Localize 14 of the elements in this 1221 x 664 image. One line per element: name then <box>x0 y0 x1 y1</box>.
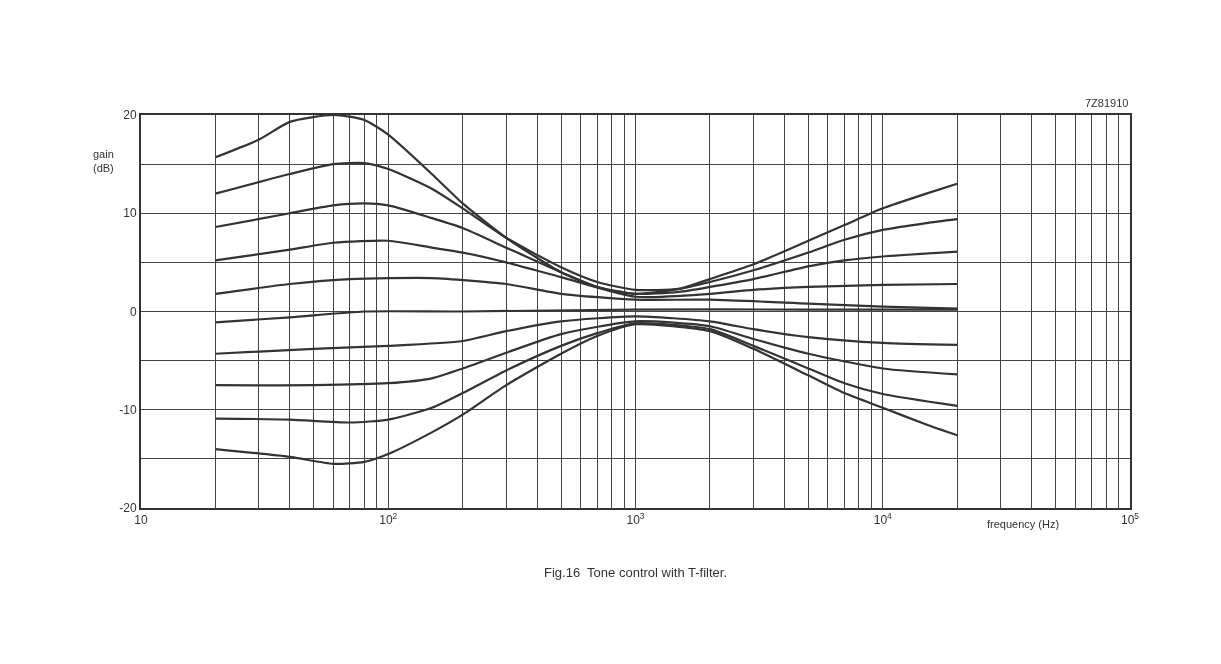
y-tick-label: -20 <box>119 501 137 516</box>
y-tick-label: 10 <box>123 206 137 221</box>
text: 7Z81910 <box>1085 97 1129 109</box>
x-tick-label: 10$^{3}$ <box>626 511 645 528</box>
y-tick-label: 0 <box>129 304 137 319</box>
y-tick-label: -10 <box>119 402 137 417</box>
x-tick-label: 10 <box>134 513 148 528</box>
y-tick-label: 20 <box>123 108 137 123</box>
x-tick-label: 10$^{2}$ <box>379 511 398 528</box>
y-axis-title: gain (dB) <box>93 148 114 175</box>
x-tick-label: 10$^{4}$ <box>873 511 893 528</box>
x-tick-label: 10$^{5}$ <box>1120 511 1140 528</box>
x-axis-title: frequency (Hz) <box>987 518 1060 530</box>
caption: Fig.16 Tone control with T-filter. <box>544 565 728 580</box>
